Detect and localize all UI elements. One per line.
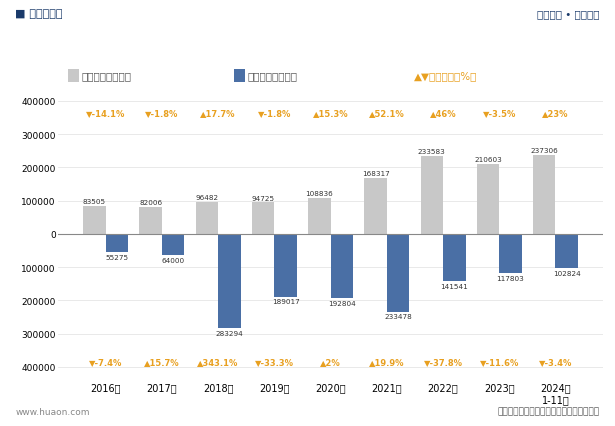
Text: ▼-7.4%: ▼-7.4% [89, 357, 122, 366]
Text: 2016-2024年11月绵阳市(境内目的地/货源地)进、出口额: 2016-2024年11月绵阳市(境内目的地/货源地)进、出口额 [152, 37, 463, 53]
Bar [331, 234, 353, 298]
Bar [499, 234, 522, 273]
Text: ▼-11.6%: ▼-11.6% [480, 357, 519, 366]
Text: ▼-3.5%: ▼-3.5% [483, 109, 516, 118]
Text: 233583: 233583 [418, 149, 446, 155]
Text: ▲17.7%: ▲17.7% [200, 109, 236, 118]
Text: ▲▼同比增长（%）: ▲▼同比增长（%） [414, 71, 477, 81]
Bar [218, 234, 240, 328]
Text: 233478: 233478 [384, 314, 412, 320]
Bar [364, 178, 387, 234]
Text: 192804: 192804 [328, 300, 355, 306]
Text: 210603: 210603 [474, 157, 502, 163]
Text: 数据来源：中国海关、华经产业研究院整理: 数据来源：中国海关、华经产业研究院整理 [498, 407, 600, 416]
Text: ▲19.9%: ▲19.9% [369, 357, 405, 366]
Text: 82006: 82006 [139, 199, 162, 205]
Text: ▲46%: ▲46% [430, 109, 456, 118]
Bar [533, 155, 555, 234]
Bar [477, 164, 499, 234]
Text: 141541: 141541 [440, 283, 468, 289]
Bar [421, 157, 443, 234]
Bar [83, 207, 106, 234]
Text: ▲15.3%: ▲15.3% [313, 109, 348, 118]
Text: ▼-1.8%: ▼-1.8% [145, 109, 178, 118]
Bar [68, 69, 79, 83]
Text: 237306: 237306 [530, 148, 558, 154]
Text: 出口额（万美元）: 出口额（万美元） [82, 71, 132, 81]
Bar [308, 198, 331, 234]
Text: 94725: 94725 [252, 195, 275, 201]
Text: 283294: 283294 [215, 330, 243, 336]
Bar [140, 207, 162, 234]
Text: ▲15.7%: ▲15.7% [144, 357, 180, 366]
Bar [162, 234, 184, 256]
Bar [252, 203, 274, 234]
Text: ▼-33.3%: ▼-33.3% [255, 357, 294, 366]
Text: 168317: 168317 [362, 171, 389, 177]
Text: ▲52.1%: ▲52.1% [369, 109, 405, 118]
Text: 55275: 55275 [105, 254, 129, 260]
Text: ■ 华经情报网: ■ 华经情报网 [15, 9, 63, 19]
Text: ▲23%: ▲23% [542, 109, 569, 118]
Text: 64000: 64000 [162, 257, 184, 263]
Bar [387, 234, 409, 312]
Bar [274, 234, 297, 297]
Text: ▲2%: ▲2% [320, 357, 341, 366]
Text: ▲343.1%: ▲343.1% [197, 357, 239, 366]
Text: 专业严谨 • 客观科学: 专业严谨 • 客观科学 [537, 9, 600, 19]
Text: www.huaon.com: www.huaon.com [15, 407, 90, 416]
Text: ▼-37.8%: ▼-37.8% [424, 357, 462, 366]
Bar [555, 234, 578, 268]
Bar [234, 69, 245, 83]
Text: 108836: 108836 [306, 190, 333, 196]
Text: 102824: 102824 [553, 270, 581, 276]
Text: ▼-14.1%: ▼-14.1% [86, 109, 125, 118]
Text: 96482: 96482 [196, 195, 218, 201]
Text: 189017: 189017 [272, 299, 300, 305]
Text: 进口额（万美元）: 进口额（万美元） [248, 71, 298, 81]
Bar [106, 234, 128, 253]
Text: 117803: 117803 [497, 275, 525, 281]
Text: ▼-1.8%: ▼-1.8% [258, 109, 291, 118]
Text: 83505: 83505 [83, 199, 106, 205]
Bar [196, 202, 218, 234]
Bar [443, 234, 466, 281]
Text: ▼-3.4%: ▼-3.4% [539, 357, 572, 366]
